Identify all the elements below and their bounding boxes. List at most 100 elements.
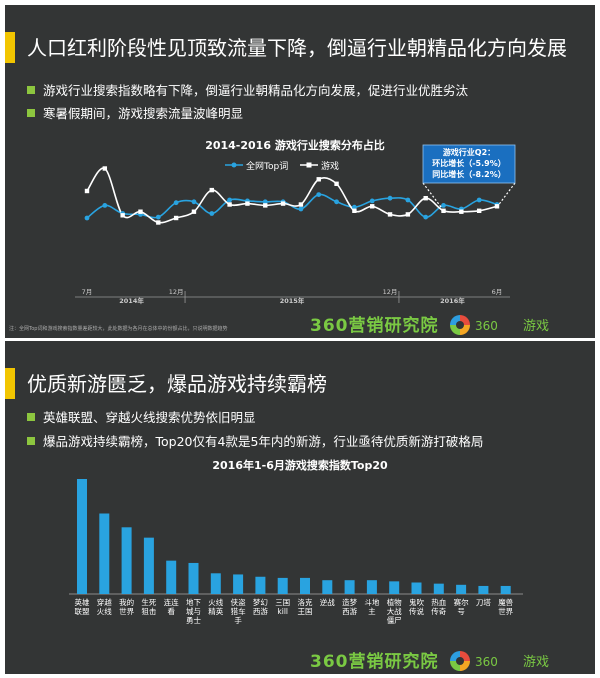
bullet-square-icon	[27, 437, 35, 445]
data-point-games	[102, 166, 108, 171]
x-category-label: 逆战	[320, 597, 335, 607]
x-category-label: 造梦	[342, 597, 357, 607]
bar	[322, 580, 333, 594]
slide-title: 人口红利阶段性见顶致流量下降，倒逼行业朝精品化方向发展	[27, 36, 567, 60]
bar	[389, 581, 400, 594]
x-category-label: 三国	[275, 598, 290, 607]
data-point-top-words	[351, 204, 357, 210]
data-point-games	[173, 215, 179, 221]
logo-360-marketing: 360营销研究院	[310, 316, 439, 336]
legend-label: 游戏	[321, 160, 339, 172]
x-tick-label: 12月	[383, 288, 398, 296]
data-point-games	[84, 188, 90, 194]
data-point-games	[227, 202, 232, 207]
x-category-label: 王国	[298, 607, 313, 616]
bar	[143, 537, 154, 594]
bar	[210, 573, 221, 594]
x-category-label: 刀塔	[476, 597, 491, 607]
data-point-top-words	[316, 192, 322, 198]
legend-swatch-marker	[306, 162, 312, 168]
x-category-label: 火线	[97, 606, 112, 616]
x-category-label: 地下	[186, 597, 201, 607]
data-point-top-words	[298, 206, 304, 212]
data-point-top-words	[476, 197, 482, 203]
data-point-games	[138, 209, 143, 214]
bar	[344, 580, 355, 594]
x-category-label: 梦幻	[253, 597, 268, 607]
x-category-label: 热血	[431, 597, 446, 607]
data-point-top-words	[227, 197, 233, 203]
bar	[300, 577, 310, 594]
logo-ball-icon	[450, 651, 470, 671]
data-point-top-words	[262, 199, 268, 205]
chart-title: 2014-2016 游戏行业搜索分布占比	[205, 138, 385, 152]
x-category-label: 西游	[342, 606, 357, 616]
x-category-label: 主	[368, 606, 376, 616]
x-category-label: 猎车	[231, 606, 246, 616]
data-point-games	[209, 187, 214, 193]
callout-box	[422, 144, 516, 184]
data-point-games	[459, 209, 464, 214]
x-category-label: 手	[234, 615, 242, 625]
callout-text: 游戏行业Q2：	[443, 147, 495, 157]
footnote: 注：全网Top词和游戏搜索指数量差距较大，此处数据为各月在总体中的份额占比，只说…	[9, 326, 228, 332]
bar	[500, 585, 511, 594]
x-category-label: 赛尔	[454, 597, 469, 607]
x-category-label: 勇士	[186, 615, 201, 625]
bullet-item: 寒暑假期间，游戏搜索流量波峰明显	[27, 103, 243, 122]
x-category-label: 火线	[208, 597, 223, 607]
bar	[456, 584, 467, 594]
bar	[277, 577, 288, 594]
x-tick-label: 7月	[82, 288, 93, 296]
slide-top-games: 优质新游匮乏，爆品游戏持续霸榜 英雄联盟、穿越火线搜索优势依旧明显 爆品游戏持续…	[5, 341, 595, 674]
data-point-top-words	[173, 200, 179, 206]
data-point-top-words	[334, 199, 339, 205]
bar	[188, 562, 199, 594]
x-category-label: 看	[167, 607, 175, 616]
data-point-top-words	[441, 203, 446, 208]
x-year-label: 2016年	[440, 296, 465, 305]
bullet-square-icon	[27, 86, 35, 94]
data-point-games	[280, 201, 286, 206]
x-category-label: kill	[277, 607, 288, 616]
data-point-top-words	[155, 214, 161, 220]
title-accent-bar	[5, 368, 15, 399]
x-category-label: 穿越	[97, 597, 112, 607]
bar	[121, 527, 132, 594]
title-accent-bar	[5, 32, 15, 63]
data-point-top-words	[102, 203, 108, 208]
data-point-top-words	[209, 211, 215, 216]
data-point-games	[441, 208, 446, 213]
x-category-label: 英雄	[75, 597, 90, 607]
x-tick-label: 6月	[492, 288, 503, 296]
x-category-label: 世界	[119, 606, 134, 616]
data-point-top-words	[369, 198, 375, 204]
x-category-label: 精英	[208, 606, 223, 616]
callout-text: 环比增长（-5.9%）	[432, 158, 506, 168]
x-year-label: 2014年	[119, 296, 144, 305]
x-category-label: 联盟	[75, 607, 90, 616]
chart-title: 2016年1-6月游戏搜索指数Top20	[212, 458, 388, 472]
x-category-label: 斗地	[364, 597, 379, 607]
data-point-games	[316, 177, 321, 182]
logo-360-small: 360	[475, 319, 498, 333]
footer-logos: 360营销研究院 360 游戏	[5, 650, 595, 672]
legend-swatch-marker	[231, 162, 237, 168]
data-point-games	[387, 212, 393, 217]
x-category-label: 魔兽	[498, 597, 513, 607]
data-point-top-words	[191, 199, 197, 205]
bullet-square-icon	[27, 109, 35, 117]
x-category-label: 洛克	[298, 597, 313, 607]
x-category-label: 传奇	[431, 606, 446, 616]
x-tick-label: 12月	[169, 288, 184, 296]
bar	[411, 582, 422, 594]
data-point-games	[191, 209, 197, 214]
data-point-games	[120, 213, 125, 218]
bar	[433, 583, 444, 594]
data-point-top-words	[423, 214, 429, 220]
bar	[99, 513, 110, 594]
x-category-label: 连连	[164, 597, 179, 607]
data-point-games	[352, 208, 357, 213]
x-category-label: 侠盗	[231, 597, 246, 607]
callout-text: 同比增长（-8.2%）	[432, 169, 506, 179]
